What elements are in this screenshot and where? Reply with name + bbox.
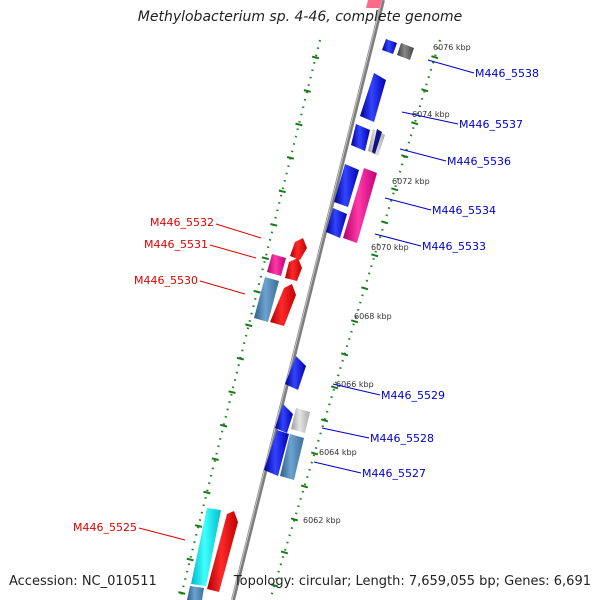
gene-forward[interactable] [372,129,382,154]
gene-label[interactable]: M446_5534 [432,204,496,217]
gene-label[interactable]: M446_5530 [134,274,198,287]
scale-tick-label: 6062 kbp [303,516,341,525]
tick-dash [278,189,286,194]
gene-reverse[interactable] [290,238,307,260]
scale-tick-label: 6068 kbp [354,312,392,321]
gene-reverse[interactable] [207,511,238,592]
gene-label-leader [332,383,381,396]
gene-label-leader [199,280,246,295]
gene-label-leader [427,59,475,74]
gene-forward[interactable] [360,73,386,122]
tick-dash [261,256,270,261]
tick-dash [303,89,311,93]
gene-forward[interactable] [366,0,382,8]
tick-dash [194,524,203,528]
gene-label-leader [374,233,422,247]
tick-dash [245,323,253,328]
tick-dash [401,154,409,159]
tick-dash [286,156,295,160]
scale-tick-label: 6074 kbp [412,110,450,119]
scale-tick-label: 6076 kbp [433,43,471,52]
scale-tick-label: 6064 kbp [319,448,357,457]
gene-reverse[interactable] [254,277,279,322]
tick-dash [431,55,439,60]
accession-text: Accession: NC_010511 [9,574,157,589]
gene-forward[interactable] [291,408,310,433]
tick-dash [371,253,379,258]
gene-label[interactable]: M446_5531 [144,238,208,251]
tick-dash [290,517,299,522]
tick-dash [270,583,279,588]
scale-tick-label: 6070 kbp [371,243,409,252]
tick-dash [253,289,261,294]
gene-label[interactable]: M446_5538 [475,67,539,80]
tick-dash [211,457,219,461]
gene-label[interactable]: M446_5527 [362,467,426,480]
gene-reverse[interactable] [191,508,221,586]
gene-label[interactable]: M446_5536 [447,155,511,168]
tick-dash [203,490,211,495]
gene-label[interactable]: M446_5528 [370,432,434,445]
gene-label[interactable]: M446_5525 [73,521,137,534]
genome-backbone [231,0,385,600]
tick-dash [361,286,369,291]
gene-forward[interactable] [326,208,347,238]
tick-dashes-left [178,55,320,595]
gene-label-leader [401,111,459,125]
gene-label-leader [209,244,257,259]
gene-forward[interactable] [382,39,397,54]
gene-label-leader [321,427,370,439]
topology-text: Topology: circular; Length: 7,659,055 bp… [233,574,591,589]
tick-dash [310,451,319,456]
tick-dash [350,319,359,324]
tick-dash [186,557,194,562]
gene-forward[interactable] [275,404,293,433]
gene-forward[interactable] [351,124,370,151]
scale-tick-label: 6066 kbp [336,380,374,389]
gene-reverse[interactable] [285,258,302,281]
tick-dash [236,356,244,361]
tick-dash [311,55,320,60]
gene-reverse[interactable] [267,254,286,276]
gene-label-leader [313,461,362,474]
tick-dash [178,591,186,595]
gene-forward[interactable] [264,430,289,476]
gene-label-leader [138,527,186,541]
tick-dash [270,223,278,227]
tick-dashes-right [270,55,439,588]
tick-dash [330,385,339,390]
gene-forward[interactable] [397,43,414,60]
tick-dash [228,390,236,394]
tick-dash [320,418,329,423]
gene-forward[interactable] [343,168,377,243]
tick-dash [280,550,289,555]
gene-label-leader [384,197,432,211]
gene-reverse[interactable] [187,586,204,600]
gene-label[interactable]: M446_5529 [381,389,445,402]
genome-title: Methylobacterium sp. 4-46, complete geno… [137,9,463,25]
tick-dash [411,121,419,126]
gene-forward[interactable] [285,356,306,390]
gene-label[interactable]: M446_5537 [459,118,523,131]
gene-reverse[interactable] [270,284,296,326]
tick-dash [219,423,228,428]
scale-tick-label: 6072 kbp [392,177,430,186]
tick-dash [340,352,349,357]
tick-dash [381,220,389,225]
gene-label[interactable]: M446_5533 [422,240,486,253]
genome-backbone-highlight [231,0,383,600]
tick-dash [391,187,399,192]
tick-guide-right [268,39,442,600]
tick-dash [295,122,303,127]
tick-dash [300,484,309,489]
gene-forward[interactable] [334,164,359,207]
gene-label[interactable]: M446_5532 [150,216,214,229]
gene-label-leader [399,148,447,162]
gene-forward[interactable] [280,434,304,480]
tick-dash [421,88,429,93]
gene-label-leader [215,223,262,239]
